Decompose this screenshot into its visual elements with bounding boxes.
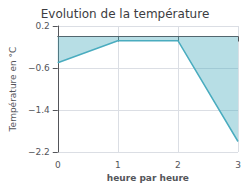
svg-text:Evolution de la température: Evolution de la température: [41, 7, 210, 21]
svg-text:heure par heure: heure par heure: [107, 173, 189, 183]
svg-text:Température en °C: Température en °C: [8, 47, 18, 133]
svg-text:−2.2: −2.2: [28, 147, 50, 157]
svg-text:0: 0: [55, 160, 61, 170]
svg-text:1: 1: [115, 160, 121, 170]
svg-text:0.2: 0.2: [35, 21, 49, 31]
svg-text:−0.6: −0.6: [28, 63, 50, 73]
svg-text:−1.4: −1.4: [28, 105, 50, 115]
svg-text:3: 3: [235, 160, 241, 170]
svg-text:2: 2: [175, 160, 181, 170]
